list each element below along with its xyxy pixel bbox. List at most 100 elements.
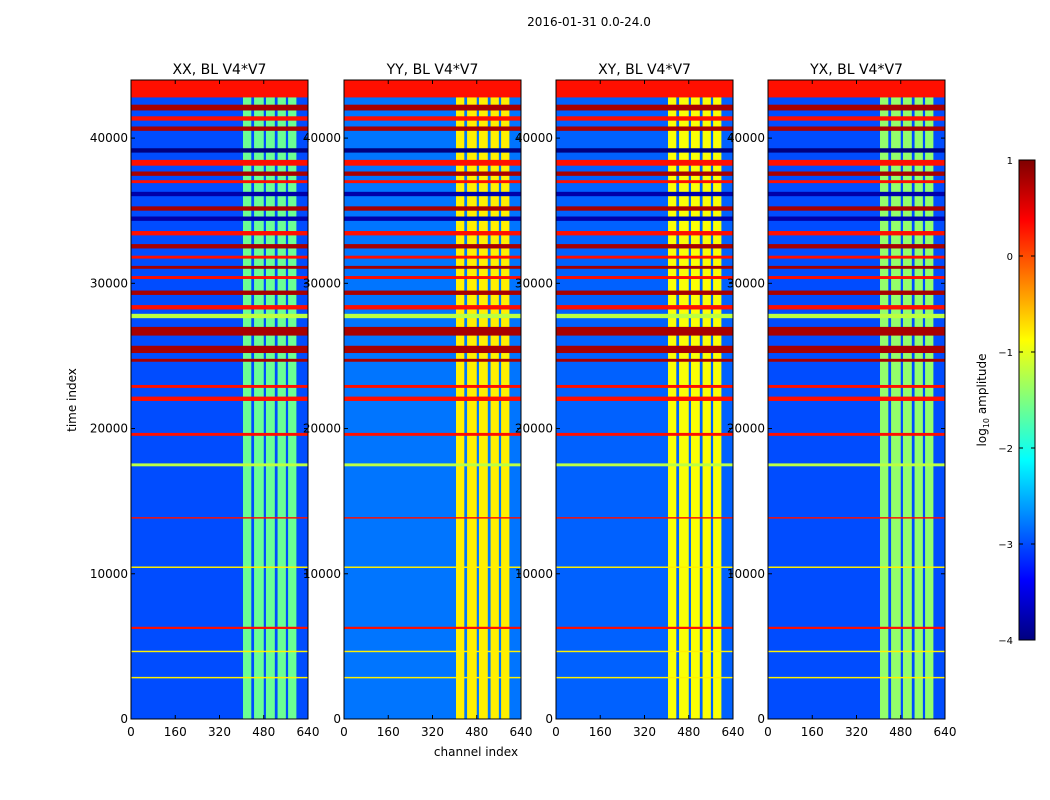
flagged-time-row	[131, 384, 308, 388]
x-tick-label: 160	[164, 725, 187, 739]
colorbar-label-log: log	[975, 428, 989, 446]
flagged-time-row	[131, 432, 308, 436]
flagged-time-row	[556, 432, 733, 436]
flagged-time-row	[344, 116, 521, 121]
y-tick-label: 0	[757, 712, 765, 726]
panel-title: XX, BL V4*V7	[173, 62, 267, 78]
flagged-time-row	[768, 358, 945, 362]
flagged-time-row	[768, 265, 945, 269]
y-tick-label: 40000	[303, 131, 341, 145]
flagged-time-row	[556, 231, 733, 236]
y-tick-label: 20000	[727, 422, 765, 436]
flagged-time-row	[768, 326, 945, 336]
flagged-time-row	[131, 358, 308, 362]
flagged-time-row	[344, 517, 521, 519]
x-tick-label: 0	[764, 725, 772, 739]
flagged-time-row	[131, 180, 308, 184]
panel-title: XY, BL V4*V7	[598, 62, 691, 78]
flagged-time-row	[344, 244, 521, 249]
flagged-time-row	[344, 676, 521, 679]
flagged-time-row	[556, 517, 733, 519]
flagged-time-row	[768, 180, 945, 184]
colorbar-ticks: 1 0 −1 −2 −3 −4	[998, 156, 1035, 647]
flagged-time-row	[556, 313, 733, 319]
x-tick-label: 640	[297, 725, 320, 739]
flagged-time-row	[131, 290, 308, 295]
flagged-time-row	[768, 676, 945, 679]
flagged-time-row	[556, 358, 733, 362]
flagged-time-row	[768, 384, 945, 388]
y-tick-label: 20000	[515, 422, 553, 436]
flagged-time-row	[768, 255, 945, 259]
flagged-time-row	[131, 159, 308, 166]
flagged-time-row	[768, 244, 945, 249]
flagged-time-row	[768, 313, 945, 319]
flagged-time-row	[344, 180, 521, 184]
flagged-time-row	[556, 244, 733, 249]
flagged-time-row	[131, 517, 308, 519]
flagged-time-row	[556, 126, 733, 131]
x-tick-label: 640	[934, 725, 957, 739]
colorbar-tick-label: 0	[1007, 252, 1013, 263]
flagged-time-row	[131, 191, 308, 197]
flagged-time-row	[768, 566, 945, 568]
x-tick-label: 160	[801, 725, 824, 739]
flagged-time-row	[344, 345, 521, 354]
y-tick-label: 20000	[303, 422, 341, 436]
flagged-time-row	[131, 265, 308, 269]
flagged-time-row	[768, 104, 945, 111]
flagged-time-row	[556, 255, 733, 259]
flagged-time-row	[344, 171, 521, 176]
flagged-time-row	[768, 463, 945, 467]
x-tick-label: 640	[722, 725, 745, 739]
x-axis-label: channel index	[434, 745, 518, 759]
flagged-time-row	[556, 206, 733, 211]
flagged-time-row	[131, 104, 308, 111]
flagged-time-row	[131, 126, 308, 131]
flagged-time-row	[556, 290, 733, 295]
flagged-time-row	[131, 626, 308, 629]
flagged-time-row	[131, 116, 308, 121]
flagged-time-row	[556, 566, 733, 568]
flagged-time-row	[556, 265, 733, 269]
x-tick-label: 480	[465, 725, 488, 739]
flagged-time-row	[131, 244, 308, 249]
flagged-time-row	[344, 276, 521, 279]
flagged-time-row	[768, 276, 945, 279]
flagged-time-row	[344, 384, 521, 388]
heatmap-panel: YX, BL V4*V7 0 160 320 480 640 0 10000 20000 3000…	[727, 62, 957, 739]
flagged-time-row	[768, 517, 945, 519]
flagged-time-row	[131, 231, 308, 236]
flagged-time-row	[344, 313, 521, 319]
flagged-time-row	[556, 216, 733, 221]
flagged-time-row	[131, 463, 308, 467]
flagged-time-row	[131, 255, 308, 259]
figure-suptitle: 2016-01-31 0.0-24.0	[527, 15, 651, 29]
y-tick-label: 0	[120, 712, 128, 726]
y-tick-label: 10000	[727, 567, 765, 581]
y-tick-label: 30000	[90, 276, 128, 290]
y-tick-label: 30000	[727, 276, 765, 290]
flagged-time-row	[131, 80, 308, 98]
flagged-time-row	[556, 180, 733, 184]
flagged-time-row	[556, 384, 733, 388]
x-tick-label: 0	[340, 725, 348, 739]
flagged-time-row	[131, 566, 308, 568]
flagged-time-row	[344, 126, 521, 131]
flagged-time-row	[556, 104, 733, 111]
flagged-time-row	[131, 216, 308, 221]
flagged-time-row	[768, 116, 945, 121]
flagged-time-row	[768, 80, 945, 98]
heatmap-panel: XY, BL V4*V7 0 160 320 480 640 0 10000 20000 3000…	[515, 62, 745, 739]
colorbar-tick-label: −1	[998, 348, 1013, 359]
flagged-time-row	[556, 626, 733, 629]
flagged-time-row	[344, 159, 521, 166]
flagged-time-row	[768, 159, 945, 166]
flagged-time-row	[131, 396, 308, 401]
flagged-time-row	[131, 171, 308, 176]
x-tick-label: 320	[421, 725, 444, 739]
x-tick-label: 320	[845, 725, 868, 739]
flagged-time-row	[556, 171, 733, 176]
colorbar: 10−1−2−3−4 log10 amplitude	[975, 156, 1036, 647]
colorbar-tick-label: −4	[998, 636, 1013, 647]
